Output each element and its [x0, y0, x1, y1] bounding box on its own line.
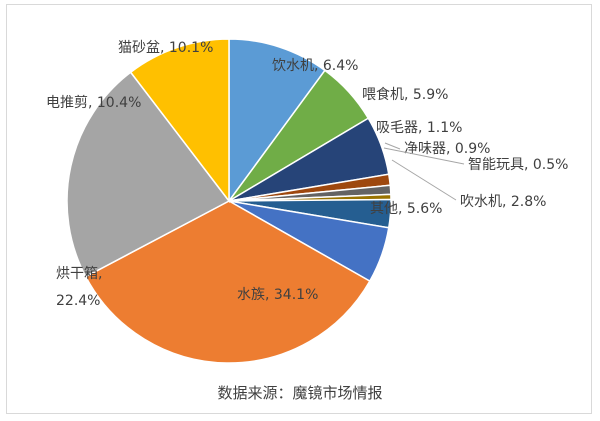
pie-slice-9 — [84, 200, 371, 364]
slice-label-8: 其他, 5.6% — [370, 201, 442, 217]
leader-line-7 — [391, 159, 457, 201]
slice-label-10: 烘干箱, 22.4% — [56, 266, 102, 309]
slice-label-3: 喂食机, 5.9% — [362, 86, 448, 103]
slice-label-6: 智能玩具, 0.5% — [468, 157, 568, 173]
slice-label-2: 饮水机, 6.4% — [272, 58, 358, 74]
slice-label-7: 吹水机, 2.8% — [460, 194, 546, 210]
slice-label-11: 电推剪, 10.4% — [46, 95, 141, 111]
pie-slice-11 — [129, 38, 230, 204]
pie-slice-10 — [66, 71, 231, 278]
pie-slice-1 — [228, 38, 326, 204]
slice-label-1: 猫砂盆, 10.1% — [118, 40, 213, 56]
leader-line-6 — [383, 147, 465, 165]
leader-line-5 — [384, 142, 401, 150]
slice-label-4: 吸毛器, 1.1% — [376, 120, 462, 136]
slice-label-5: 净味器, 0.9% — [404, 141, 490, 157]
slice-label-9: 水族, 34.1% — [237, 287, 318, 303]
source-note: 数据来源：魔镜市场情报 — [217, 384, 383, 402]
